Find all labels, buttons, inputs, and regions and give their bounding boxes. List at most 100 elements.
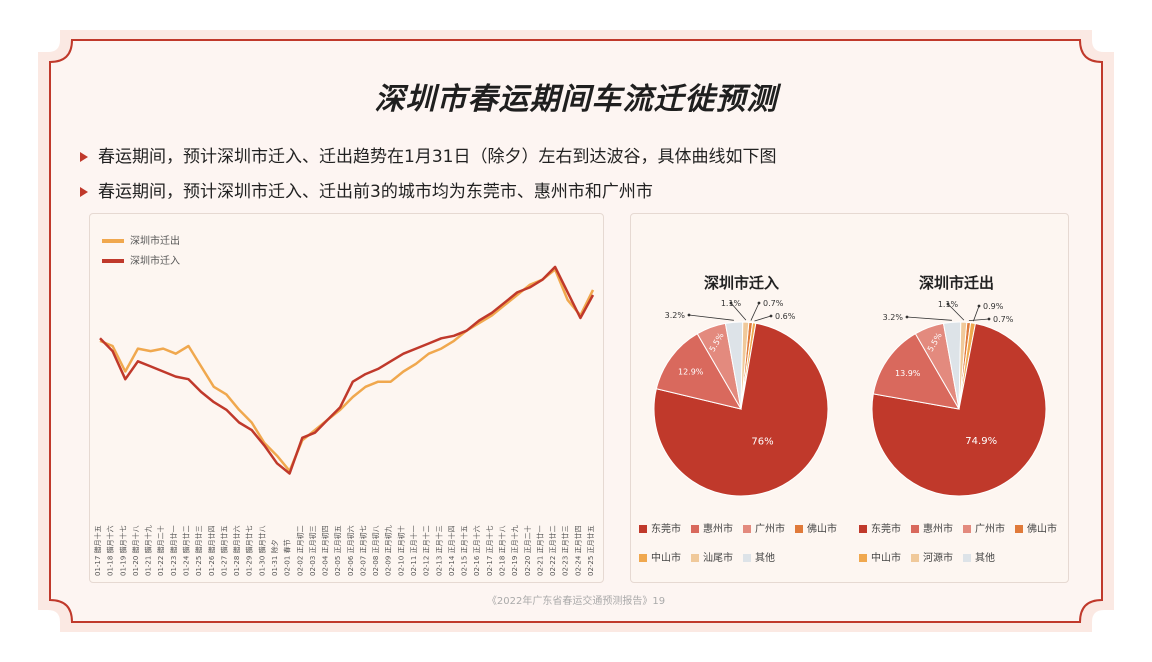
pie-legend-swatch (795, 525, 803, 533)
pie-charts: 76%12.9%5.5%0.7%0.6%1.1%3.2%74.9%13.9%5.… (653, 299, 1047, 497)
pie-legend-label: 东莞市 (651, 524, 681, 535)
pie-legend-label: 其他 (975, 553, 995, 564)
pie-data-label: 0.7% (993, 315, 1014, 324)
pie-legend-label: 河源市 (923, 553, 953, 564)
pie-legend-swatch (911, 554, 919, 562)
legend-item-in: 深圳市迁入 (102, 252, 180, 267)
pie-legend-label: 中山市 (651, 553, 681, 564)
pie-leader-dot (946, 302, 950, 306)
bullet-2-text: 春运期间，预计深圳市迁入、迁出前3的城市均为东莞市、惠州市和广州市 (98, 182, 653, 202)
pie-legend-item: 惠州市 (691, 520, 743, 535)
pie-legend-swatch (743, 525, 751, 533)
x-tick-label: 02-12 正月十二 (422, 525, 431, 576)
pie-leader-dot (769, 314, 773, 318)
pie-data-label: 1.1% (938, 300, 959, 309)
x-tick-label: 02-23 正月廿三 (561, 525, 570, 576)
triangle-bullet-icon (80, 187, 88, 197)
pie-data-label: 3.2% (883, 313, 904, 322)
pie-leader-line (750, 302, 760, 321)
line-chart: 01-17 腊月十五 01-18 腊月十六 01-19 腊月十七 01-20 腊月十八… (93, 265, 595, 576)
pie-legend-swatch (743, 554, 751, 562)
x-tick-label: 02-19 正月十九 (510, 525, 519, 576)
x-tick-label: 02-01 春节 (283, 539, 292, 576)
pie-leader-line (968, 318, 990, 321)
pie-data-label: 0.9% (983, 302, 1004, 311)
pie-leader-dot (757, 301, 761, 305)
pie-leader-dot (905, 315, 909, 319)
pie-legend-item: 东莞市 (859, 520, 911, 535)
pie-legend-label: 广州市 (975, 524, 1005, 535)
x-tick-label: 01-29 腊月廿七 (245, 525, 254, 576)
pie-data-label: 3.2% (665, 311, 686, 320)
x-tick-label: 02-07 正月初七 (359, 525, 368, 576)
pie-legend-label: 惠州市 (703, 524, 733, 535)
x-tick-label: 01-27 腊月廿五 (219, 525, 228, 576)
pie-data-label: 74.9% (965, 436, 997, 447)
pie-data-label: 1.1% (721, 299, 742, 308)
pie-legend-swatch (911, 525, 919, 533)
x-tick-label: 02-04 正月初四 (321, 525, 330, 576)
pie-legend-item: 惠州市 (911, 520, 963, 535)
x-tick-label: 02-08 正月初八 (371, 525, 380, 576)
x-tick-label: 01-24 腊月廿二 (182, 525, 191, 576)
x-tick-label: 01-25 腊月廿三 (194, 525, 203, 576)
pie-out-title: 深圳市迁出 (919, 274, 995, 292)
legend-item-out: 深圳市迁出 (102, 232, 180, 247)
pie-legend-item: 中山市 (859, 549, 911, 564)
x-tick-label: 02-05 正月初五 (333, 525, 342, 576)
x-tick-label: 02-02 正月初二 (295, 525, 304, 576)
legend-label-in: 深圳市迁入 (130, 256, 180, 267)
x-tick-label: 02-14 正月十四 (447, 525, 456, 576)
pie-legend-item: 其他 (743, 549, 795, 564)
pie-data-label: 13.9% (895, 369, 921, 378)
pie-legend-swatch (691, 554, 699, 562)
bullet-2: 春运期间，预计深圳市迁入、迁出前3的城市均为东莞市、惠州市和广州市 (80, 177, 653, 202)
x-tick-label: 01-26 腊月廿四 (207, 525, 216, 576)
pie-leader-line (906, 316, 952, 321)
series-line-in (99, 265, 595, 475)
x-tick-label: 02-25 正月廿五 (586, 525, 595, 576)
pie-legend-swatch (963, 554, 971, 562)
x-tick-label: 02-18 正月十八 (498, 525, 507, 576)
series-line-out (99, 268, 595, 473)
bullet-1-text: 春运期间，预计深圳市迁入、迁出趋势在1月31日（除夕）左右到达波谷，具体曲线如下… (98, 147, 777, 167)
pie-legend-item: 汕尾市 (691, 549, 743, 564)
pie-leader-line (754, 315, 772, 322)
pie-slice (958, 321, 968, 410)
pie-out-legend: 东莞市 惠州市 广州市 佛山市中山市 河源市 其他 (859, 520, 1069, 578)
pie-in-title: 深圳市迁入 (704, 274, 780, 292)
x-tick-label: 02-21 正月廿一 (535, 525, 544, 576)
legend-swatch-in (102, 259, 124, 263)
pie-legend-label: 佛山市 (1027, 524, 1057, 535)
x-tick-label: 01-31 除夕 (270, 539, 279, 576)
x-tick-label: 02-10 正月初十 (396, 525, 405, 576)
x-tick-label: 01-22 腊月二十 (156, 525, 165, 576)
x-tick-label: 01-18 腊月十六 (106, 525, 115, 576)
x-tick-label: 01-20 腊月十八 (131, 525, 140, 576)
x-tick-label: 02-03 正月初三 (308, 525, 317, 576)
pie-in-legend: 东莞市 惠州市 广州市 佛山市中山市 汕尾市 其他 (639, 520, 854, 578)
legend-swatch-out (102, 239, 124, 243)
x-tick-label: 02-15 正月十五 (460, 525, 469, 576)
x-tick-label: 02-16 正月十六 (472, 525, 481, 576)
pie-legend-swatch (639, 525, 647, 533)
pie-leader-line (947, 303, 965, 321)
x-tick-label: 02-17 正月十七 (485, 525, 494, 576)
pie-legend-swatch (691, 525, 699, 533)
pie-legend-label: 汕尾市 (703, 553, 733, 564)
pie-leader-line (973, 305, 980, 322)
pie-legend-item: 东莞市 (639, 520, 691, 535)
x-tick-label: 01-19 腊月十七 (118, 525, 127, 576)
x-tick-label: 01-17 腊月十五 (93, 525, 102, 576)
pie-legend-label: 惠州市 (923, 524, 953, 535)
bullet-1: 春运期间，预计深圳市迁入、迁出趋势在1月31日（除夕）左右到达波谷，具体曲线如下… (80, 142, 776, 167)
pie-chart-panel: 深圳市迁入 深圳市迁出 76% 12.9% 5.5% 0.7% 0.6% 1.1% 3.2%… (630, 213, 1069, 583)
pie-leader-line (688, 314, 734, 321)
pie-legend-item: 河源市 (911, 549, 963, 564)
x-tick-label: 02-13 正月十三 (434, 525, 443, 576)
pie-slice (872, 333, 960, 410)
pie-leader-line (730, 302, 747, 321)
pie-legend-label: 中山市 (871, 553, 901, 564)
pie-slice (653, 322, 829, 497)
x-tick-label: 01-23 腊月廿一 (169, 525, 178, 576)
